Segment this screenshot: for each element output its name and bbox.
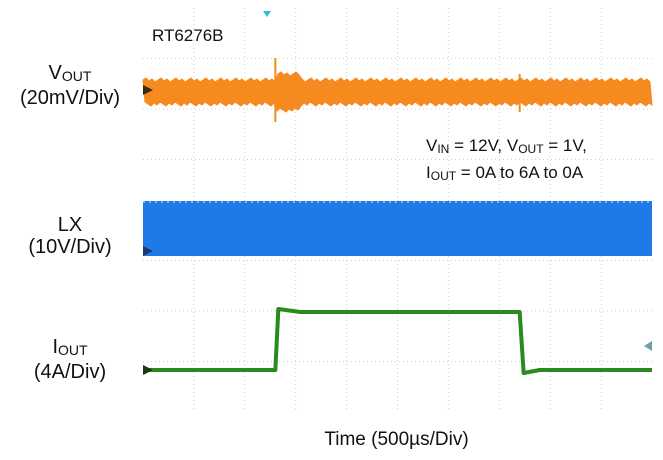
iout-trace xyxy=(143,307,652,375)
trigger-level-marker xyxy=(644,341,652,351)
vout-label-sub: OUT xyxy=(61,68,92,84)
iout-channel-label: IOUT (4A/Div) xyxy=(0,336,140,383)
lx-trace xyxy=(143,201,652,256)
x-axis-label: Time (500µs/Div) xyxy=(324,429,469,450)
vout-label-main: V xyxy=(48,62,62,84)
conditions-line-1: VIN = 12V, VOUT = 1V, xyxy=(426,136,587,156)
vout-channel-label: VOUT (20mV/Div) xyxy=(0,62,140,109)
conditions-line-2: IOUT = 0A to 6A to 0A xyxy=(426,163,584,183)
vout-trace xyxy=(142,71,653,113)
lx-ground-marker xyxy=(143,246,153,256)
lx-scale: (10V/Div) xyxy=(28,236,112,258)
lx-label-main: LX xyxy=(57,214,83,236)
iout-ground-marker xyxy=(143,365,153,375)
iout-label-sub: OUT xyxy=(58,342,88,358)
lx-channel-label: LX (10V/Div) xyxy=(0,214,140,258)
part-number: RT6276B xyxy=(152,26,224,45)
iout-label-main: I xyxy=(52,336,58,358)
trigger-position-marker xyxy=(263,11,271,17)
vout-ground-marker xyxy=(143,85,153,95)
vout-scale: (20mV/Div) xyxy=(19,87,120,109)
iout-scale: (4A/Div) xyxy=(33,361,107,383)
